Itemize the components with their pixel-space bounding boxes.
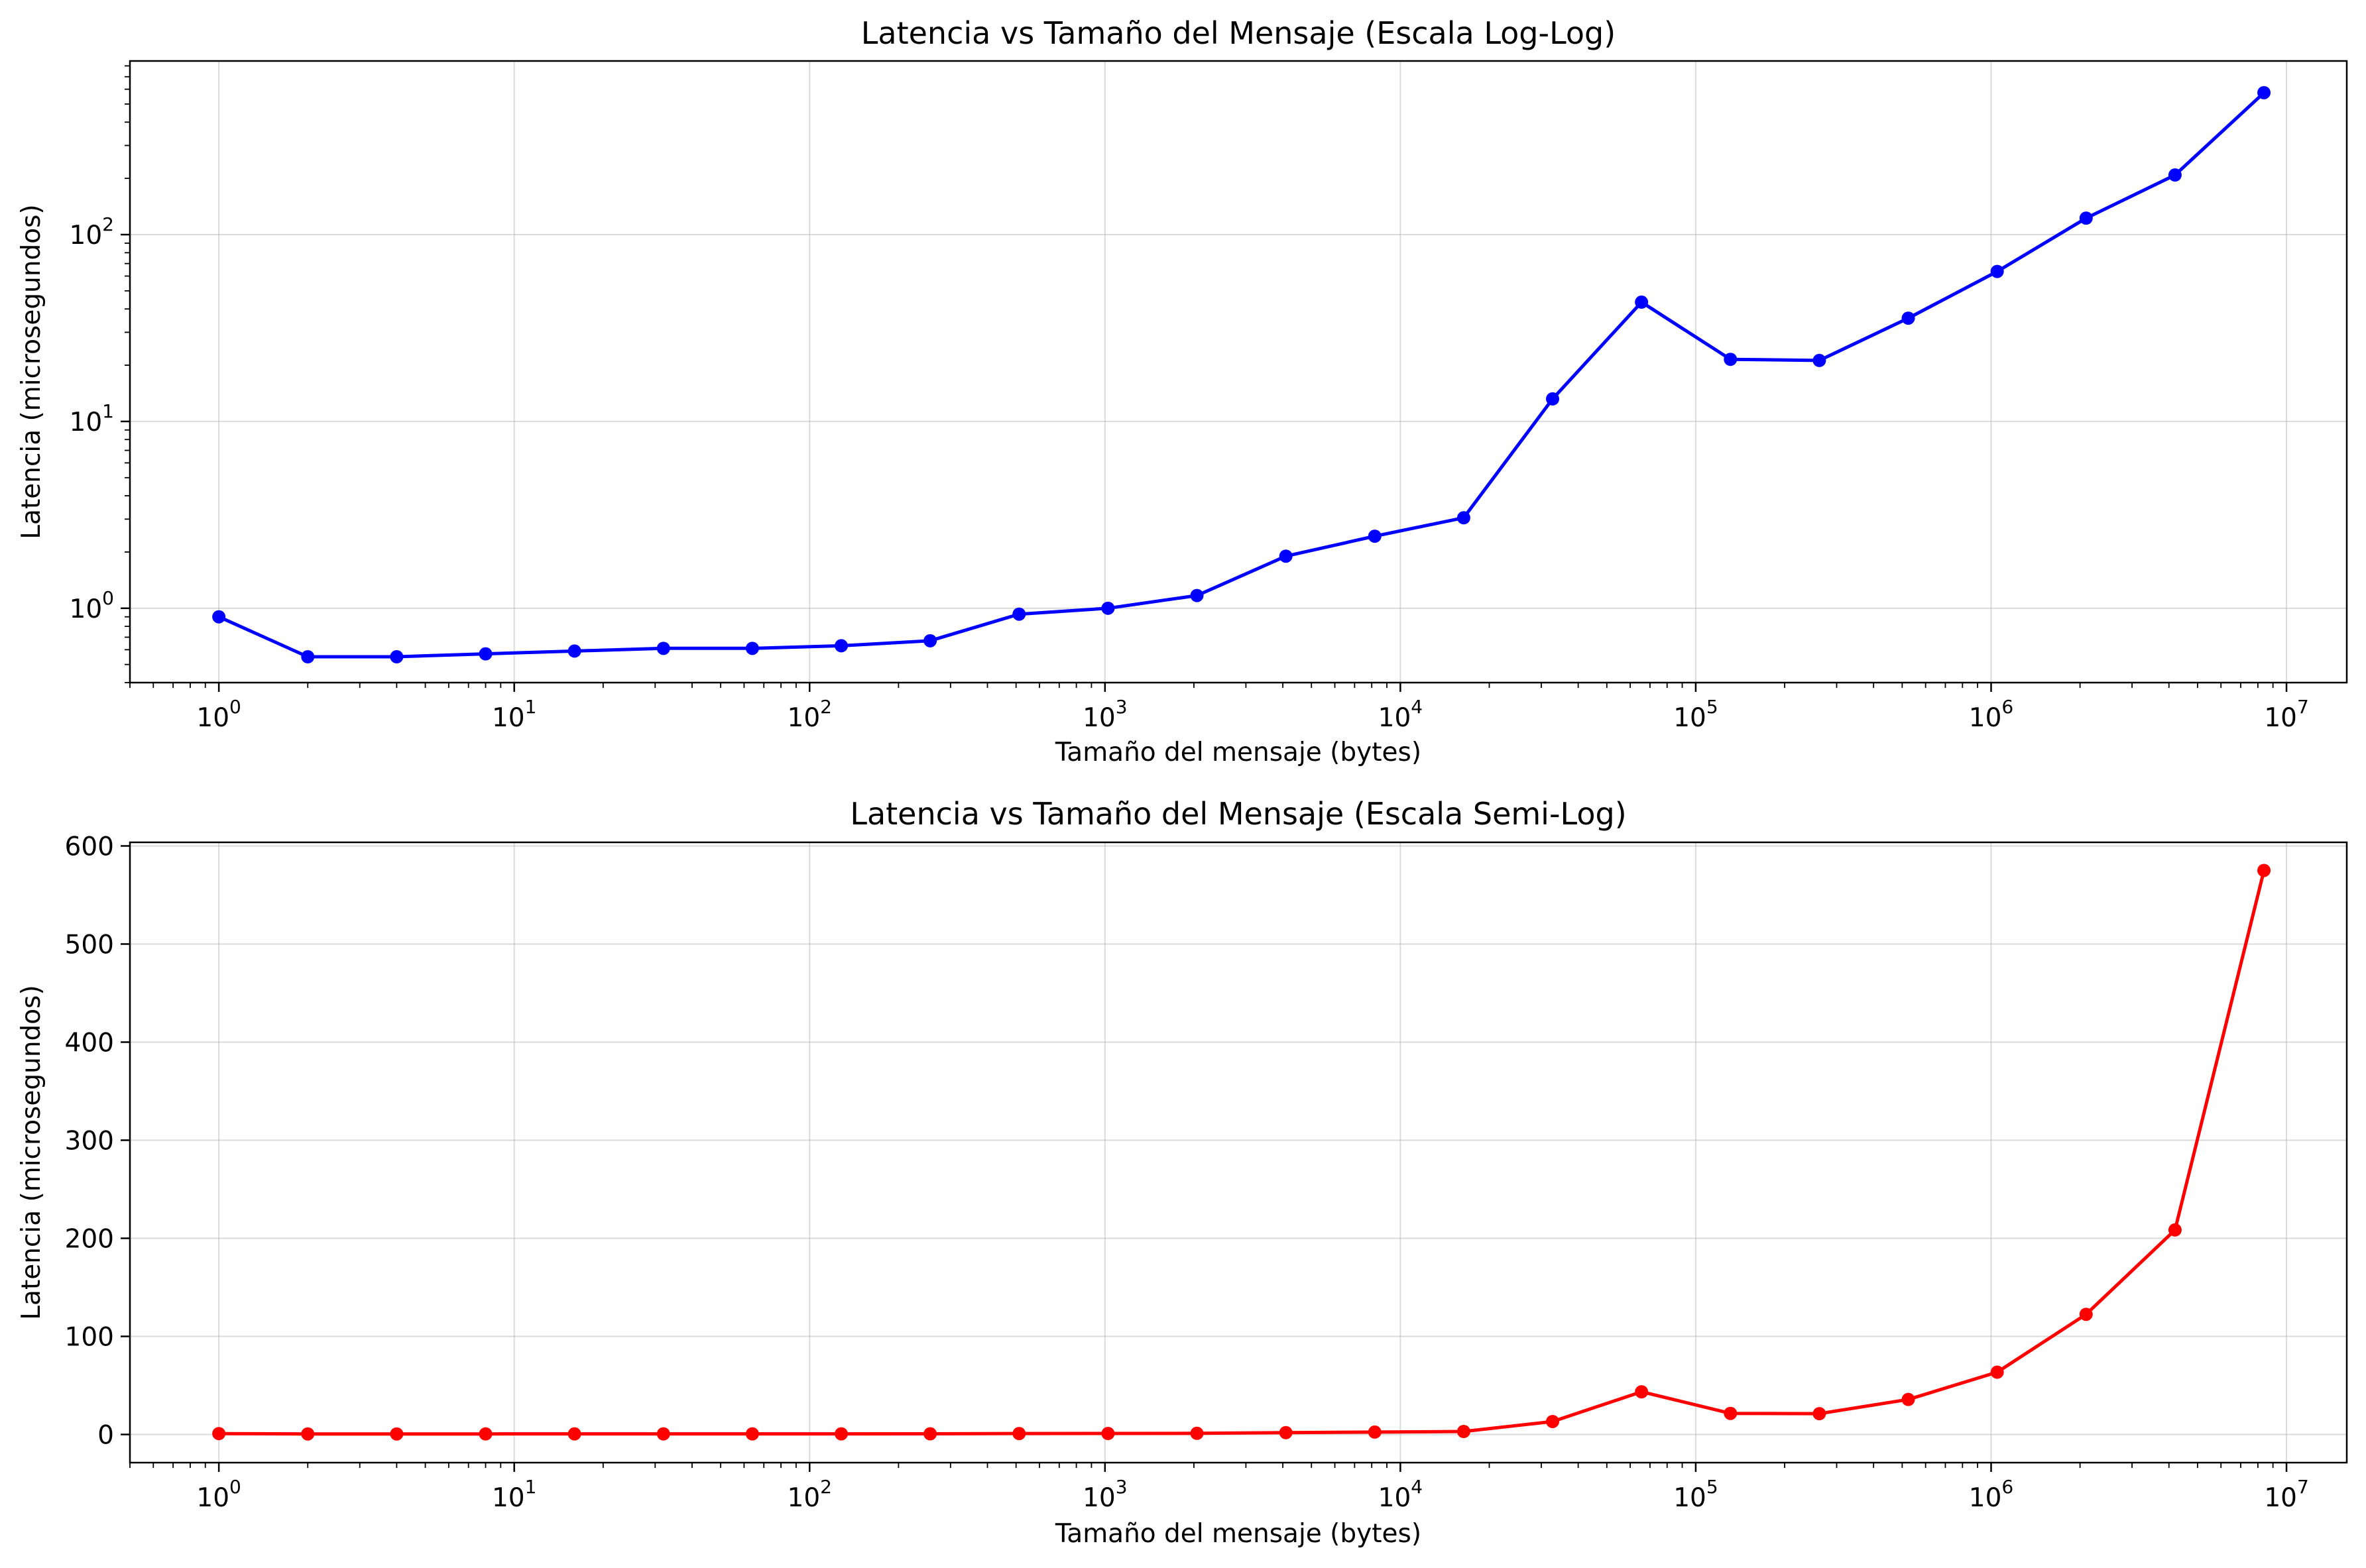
chart-title: Latencia vs Tamaño del Mensaje (Escala S…	[850, 796, 1626, 832]
y-tick-label: 0	[97, 1421, 114, 1451]
data-point	[1546, 1414, 1560, 1428]
series	[212, 864, 2271, 1441]
x-tick-exponent: 1	[525, 1476, 537, 1498]
data-point	[1635, 295, 1649, 309]
x-tick-exponent: 0	[229, 1476, 241, 1498]
data-point	[2257, 864, 2271, 877]
data-point	[1456, 1425, 1470, 1439]
data-point	[1901, 1392, 1915, 1406]
data-point	[212, 610, 226, 624]
data-point	[1812, 1407, 1826, 1421]
grid	[130, 61, 2347, 683]
x-tick-exponent: 0	[229, 696, 241, 718]
x-tick-exponent: 6	[2001, 1476, 2013, 1498]
x-tick-exponent: 2	[820, 1476, 832, 1498]
data-point	[390, 650, 404, 664]
data-point	[1279, 1426, 1293, 1439]
data-point	[1190, 1426, 1204, 1440]
data-point	[301, 650, 315, 664]
data-point	[479, 1427, 493, 1441]
y-tick-label: 600	[65, 832, 114, 862]
data-point	[2168, 168, 2182, 182]
data-point	[2257, 85, 2271, 99]
data-point	[1812, 353, 1826, 367]
y-tick-exponent: 2	[102, 213, 114, 235]
data-point	[1901, 311, 1915, 325]
chart-semi-log: 100 101 102 103 104 105 106 1070100200300400500…	[17, 796, 2348, 1549]
series-line	[218, 91, 2265, 659]
x-tick-exponent: 5	[1706, 1476, 1718, 1498]
x-tick-exponent: 3	[1116, 696, 1128, 718]
data-point	[1724, 1406, 1738, 1420]
data-point	[1724, 353, 1738, 366]
data-point	[390, 1427, 404, 1441]
y-tick-label: 100	[65, 1323, 114, 1353]
y-axis-label: Latencia (microsegundos)	[17, 204, 46, 539]
y-tick-label: 500	[65, 930, 114, 960]
x-tick-exponent: 4	[1411, 1476, 1423, 1498]
data-point	[1990, 264, 2004, 278]
axis-ticks	[121, 845, 2288, 1472]
axis-ticks	[121, 65, 2288, 692]
x-tick-exponent: 6	[2001, 696, 2013, 718]
data-point	[2079, 211, 2093, 225]
data-point	[2168, 1223, 2182, 1237]
series	[212, 85, 2271, 664]
data-point	[1101, 1427, 1115, 1441]
data-point	[567, 1427, 581, 1441]
plot-frame	[129, 60, 2348, 684]
data-point	[835, 639, 849, 653]
y-tick-label: 400	[65, 1028, 114, 1058]
y-tick-label: 300	[65, 1126, 114, 1156]
data-point	[1990, 1365, 2004, 1379]
data-point	[1368, 530, 1382, 543]
data-point	[1279, 549, 1293, 563]
data-point	[479, 647, 493, 661]
x-tick-label: 107	[2264, 696, 2308, 733]
data-point	[1635, 1385, 1649, 1399]
data-point	[301, 1427, 315, 1441]
y-tick-label: 200	[65, 1225, 114, 1255]
data-point	[1012, 607, 1026, 621]
axes-frame	[129, 841, 2348, 1464]
data-point	[212, 1427, 226, 1441]
x-tick-exponent: 2	[820, 696, 832, 718]
chart-title: Latencia vs Tamaño del Mensaje (Escala L…	[861, 15, 1616, 51]
axes-frame	[129, 60, 2348, 684]
data-point	[656, 1427, 670, 1441]
x-tick-exponent: 1	[525, 696, 537, 718]
data-point	[656, 642, 670, 655]
data-point	[923, 634, 937, 647]
data-point	[745, 1427, 759, 1441]
series-line	[219, 869, 2266, 1436]
data-point	[1101, 601, 1115, 615]
data-point	[1456, 511, 1470, 525]
x-axis-label: Tamaño del mensaje (bytes)	[1055, 738, 1421, 767]
x-tick-exponent: 4	[1411, 696, 1423, 718]
y-axis-label: Latencia (microsegundos)	[17, 985, 46, 1319]
plot-frame	[129, 841, 2348, 1464]
x-tick-exponent: 3	[1116, 1476, 1128, 1498]
data-point	[923, 1427, 937, 1441]
x-axis-label: Tamaño del mensaje (bytes)	[1055, 1519, 1421, 1549]
y-tick-exponent: 1	[102, 400, 114, 422]
data-point	[1012, 1427, 1026, 1441]
y-tick-exponent: 0	[102, 587, 114, 609]
data-point	[1546, 392, 1560, 406]
x-tick-exponent: 7	[2297, 1476, 2309, 1498]
data-point	[2079, 1308, 2093, 1321]
x-tick-exponent: 5	[1706, 696, 1718, 718]
data-point	[1368, 1425, 1382, 1439]
x-tick-exponent: 7	[2297, 696, 2309, 718]
data-point	[835, 1427, 849, 1441]
data-point	[745, 642, 759, 655]
data-point	[1190, 588, 1204, 602]
data-point	[567, 644, 581, 658]
